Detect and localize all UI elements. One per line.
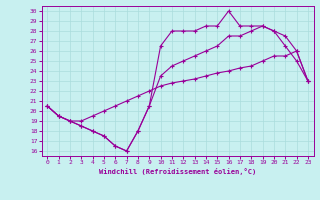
X-axis label: Windchill (Refroidissement éolien,°C): Windchill (Refroidissement éolien,°C) <box>99 168 256 175</box>
